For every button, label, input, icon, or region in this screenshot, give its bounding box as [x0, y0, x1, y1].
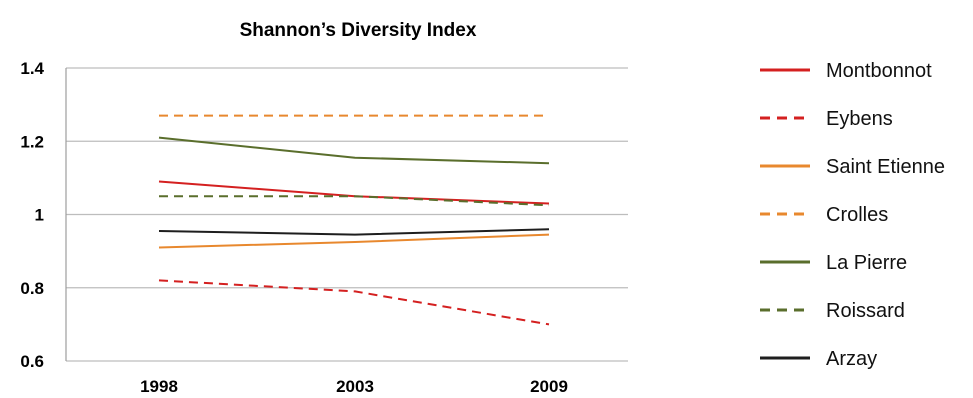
y-axis-ticks: 0.6 0.8 1 1.2 1.4	[20, 59, 44, 371]
series-line-montbonnot	[158, 180, 550, 205]
legend-label: Saint Etienne	[826, 156, 945, 178]
series-line-roissard	[159, 195, 550, 207]
y-tick-label: 1.2	[20, 132, 44, 151]
chart-title: Shannon’s Diversity Index	[240, 20, 477, 41]
x-tick-label: 2003	[336, 377, 374, 396]
y-tick-label: 0.6	[20, 352, 44, 371]
x-tick-label: 2009	[530, 377, 568, 396]
x-axis-ticks: 1998 2003 2009	[140, 377, 568, 396]
y-tick-label: 1	[35, 206, 44, 225]
legend-label: Crolles	[826, 204, 888, 226]
legend-label: Arzay	[826, 348, 877, 370]
legend-label: La Pierre	[826, 252, 907, 274]
legend-label: Roissard	[826, 300, 905, 322]
y-tick-label: 0.8	[20, 279, 44, 298]
legend-label: Montbonnot	[826, 60, 932, 82]
series-line-eybens	[158, 279, 550, 326]
legend: Montbonnot Eybens Saint Etienne Crolles La P…	[760, 60, 945, 370]
grid-lines	[65, 67, 628, 362]
y-tick-label: 1.4	[20, 59, 44, 78]
series-line-saint-etienne	[158, 233, 550, 249]
legend-label: Eybens	[826, 108, 893, 130]
series-line-la-pierre	[158, 136, 550, 165]
x-tick-label: 1998	[140, 377, 178, 396]
series-lines	[158, 114, 550, 326]
series-line-arzay	[158, 228, 550, 236]
